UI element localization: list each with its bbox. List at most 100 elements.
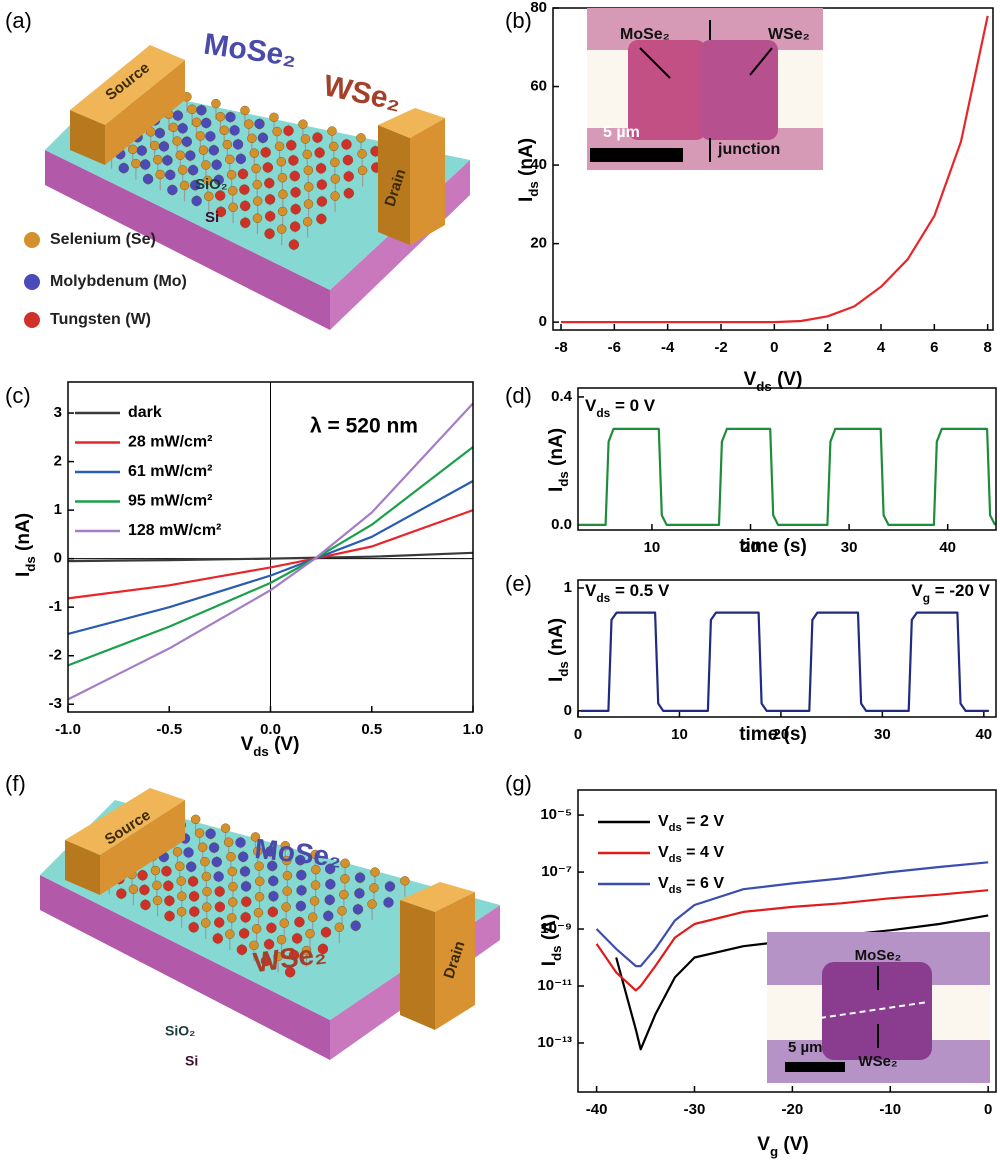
source-front <box>105 60 185 165</box>
atom <box>172 847 183 857</box>
atom <box>244 119 254 129</box>
panel-label: (c) <box>5 383 31 408</box>
y-tick-label: 0.4 <box>551 388 573 405</box>
atom <box>340 874 350 884</box>
atom <box>235 153 247 165</box>
atom <box>223 837 234 847</box>
y-tick-label: 10⁻¹¹ <box>537 977 572 994</box>
atom <box>350 920 361 931</box>
x-axis-label-part: g <box>770 1144 778 1159</box>
atom <box>288 155 299 166</box>
atom <box>229 125 240 136</box>
atom <box>196 105 207 116</box>
atom <box>215 206 227 218</box>
atom <box>327 126 337 136</box>
atom <box>205 131 216 142</box>
atom <box>202 886 212 897</box>
atom <box>267 906 279 918</box>
x-tick-label: 4 <box>877 339 886 356</box>
atom <box>201 160 211 170</box>
atom <box>311 864 321 875</box>
atom <box>240 912 251 923</box>
atom <box>213 871 224 882</box>
atom <box>225 111 236 123</box>
legend-text: Tungsten (W) <box>50 311 151 328</box>
atom <box>152 880 162 891</box>
y-axis-label-part: ds <box>549 945 564 961</box>
atom <box>172 110 184 121</box>
atom <box>283 125 294 136</box>
atom <box>176 906 187 917</box>
x-tick-label: 10 <box>644 539 661 556</box>
atom <box>262 162 274 173</box>
atom <box>190 814 201 825</box>
y-tick-label: 1 <box>564 579 572 596</box>
inset-label: WSe₂ <box>858 1053 897 1070</box>
annotation-part: V <box>585 396 597 415</box>
device-f: Source Drain MoSe₂ WSe₂ SiO₂ Si <box>40 788 500 1069</box>
atom <box>320 927 332 938</box>
atom <box>298 119 308 129</box>
atom <box>198 145 209 155</box>
atom <box>195 131 206 141</box>
atom <box>139 884 150 896</box>
atom <box>294 916 305 928</box>
legend-text: Selenium (Se) <box>50 231 156 248</box>
x-tick-label: -8 <box>554 339 567 356</box>
x-tick-label: 6 <box>930 339 938 356</box>
atom <box>235 837 246 848</box>
atom <box>211 159 222 170</box>
arrow <box>749 47 773 76</box>
atom <box>301 945 312 956</box>
pad <box>770 50 823 128</box>
atom <box>191 117 202 128</box>
atom <box>370 867 380 877</box>
annotation: Vg = -20 V <box>911 581 990 605</box>
atom <box>136 145 147 156</box>
y-tick-label: 0 <box>539 313 547 330</box>
series-line <box>67 480 474 635</box>
x-axis-label-part: V <box>744 369 757 390</box>
x-tick-label: -6 <box>608 339 621 356</box>
atom <box>227 866 238 877</box>
y-tick-label: 80 <box>530 0 547 16</box>
x-tick-label: 0.5 <box>361 721 382 738</box>
device-a: Source Drain MoSe₂ WSe₂ SiO₂ Si Selenium… <box>24 28 470 330</box>
x-tick-label: 20 <box>773 726 790 743</box>
atom <box>185 150 196 161</box>
y-tick-label: 2 <box>54 453 62 470</box>
x-tick-label: 40 <box>939 539 956 556</box>
atom <box>214 901 226 913</box>
atom <box>137 870 148 881</box>
oxide-label: SiO₂ <box>195 176 228 193</box>
annotation-part: V <box>585 581 597 600</box>
plot-frame <box>67 381 474 713</box>
atom <box>310 880 321 890</box>
series-line <box>595 889 989 992</box>
legend-atom <box>24 232 40 248</box>
atom <box>220 823 231 833</box>
annotation-part: ds <box>596 591 610 605</box>
atom <box>323 910 334 922</box>
atom <box>202 902 212 912</box>
atom <box>222 139 233 150</box>
atom <box>260 955 272 967</box>
atom <box>239 184 250 195</box>
y-axis-label-part: I <box>13 572 34 577</box>
y-axis-label-part: ds <box>526 181 541 197</box>
atom <box>128 144 138 155</box>
x-axis-label-part: V <box>757 1134 770 1155</box>
y-axis-label-part: I <box>546 487 567 492</box>
flake-mose2 <box>628 40 706 140</box>
drain-top <box>400 882 475 912</box>
atom <box>214 886 225 897</box>
atom <box>330 157 340 168</box>
y-tick-label: 40 <box>530 156 547 173</box>
atom <box>201 117 212 129</box>
legend-label: Vds = 4 V <box>658 844 724 865</box>
flake <box>822 962 932 1060</box>
annotation-part: V <box>911 581 923 600</box>
x-tick-label: 20 <box>742 539 759 556</box>
atom <box>310 849 320 860</box>
x-tick-label: 8 <box>983 339 991 356</box>
